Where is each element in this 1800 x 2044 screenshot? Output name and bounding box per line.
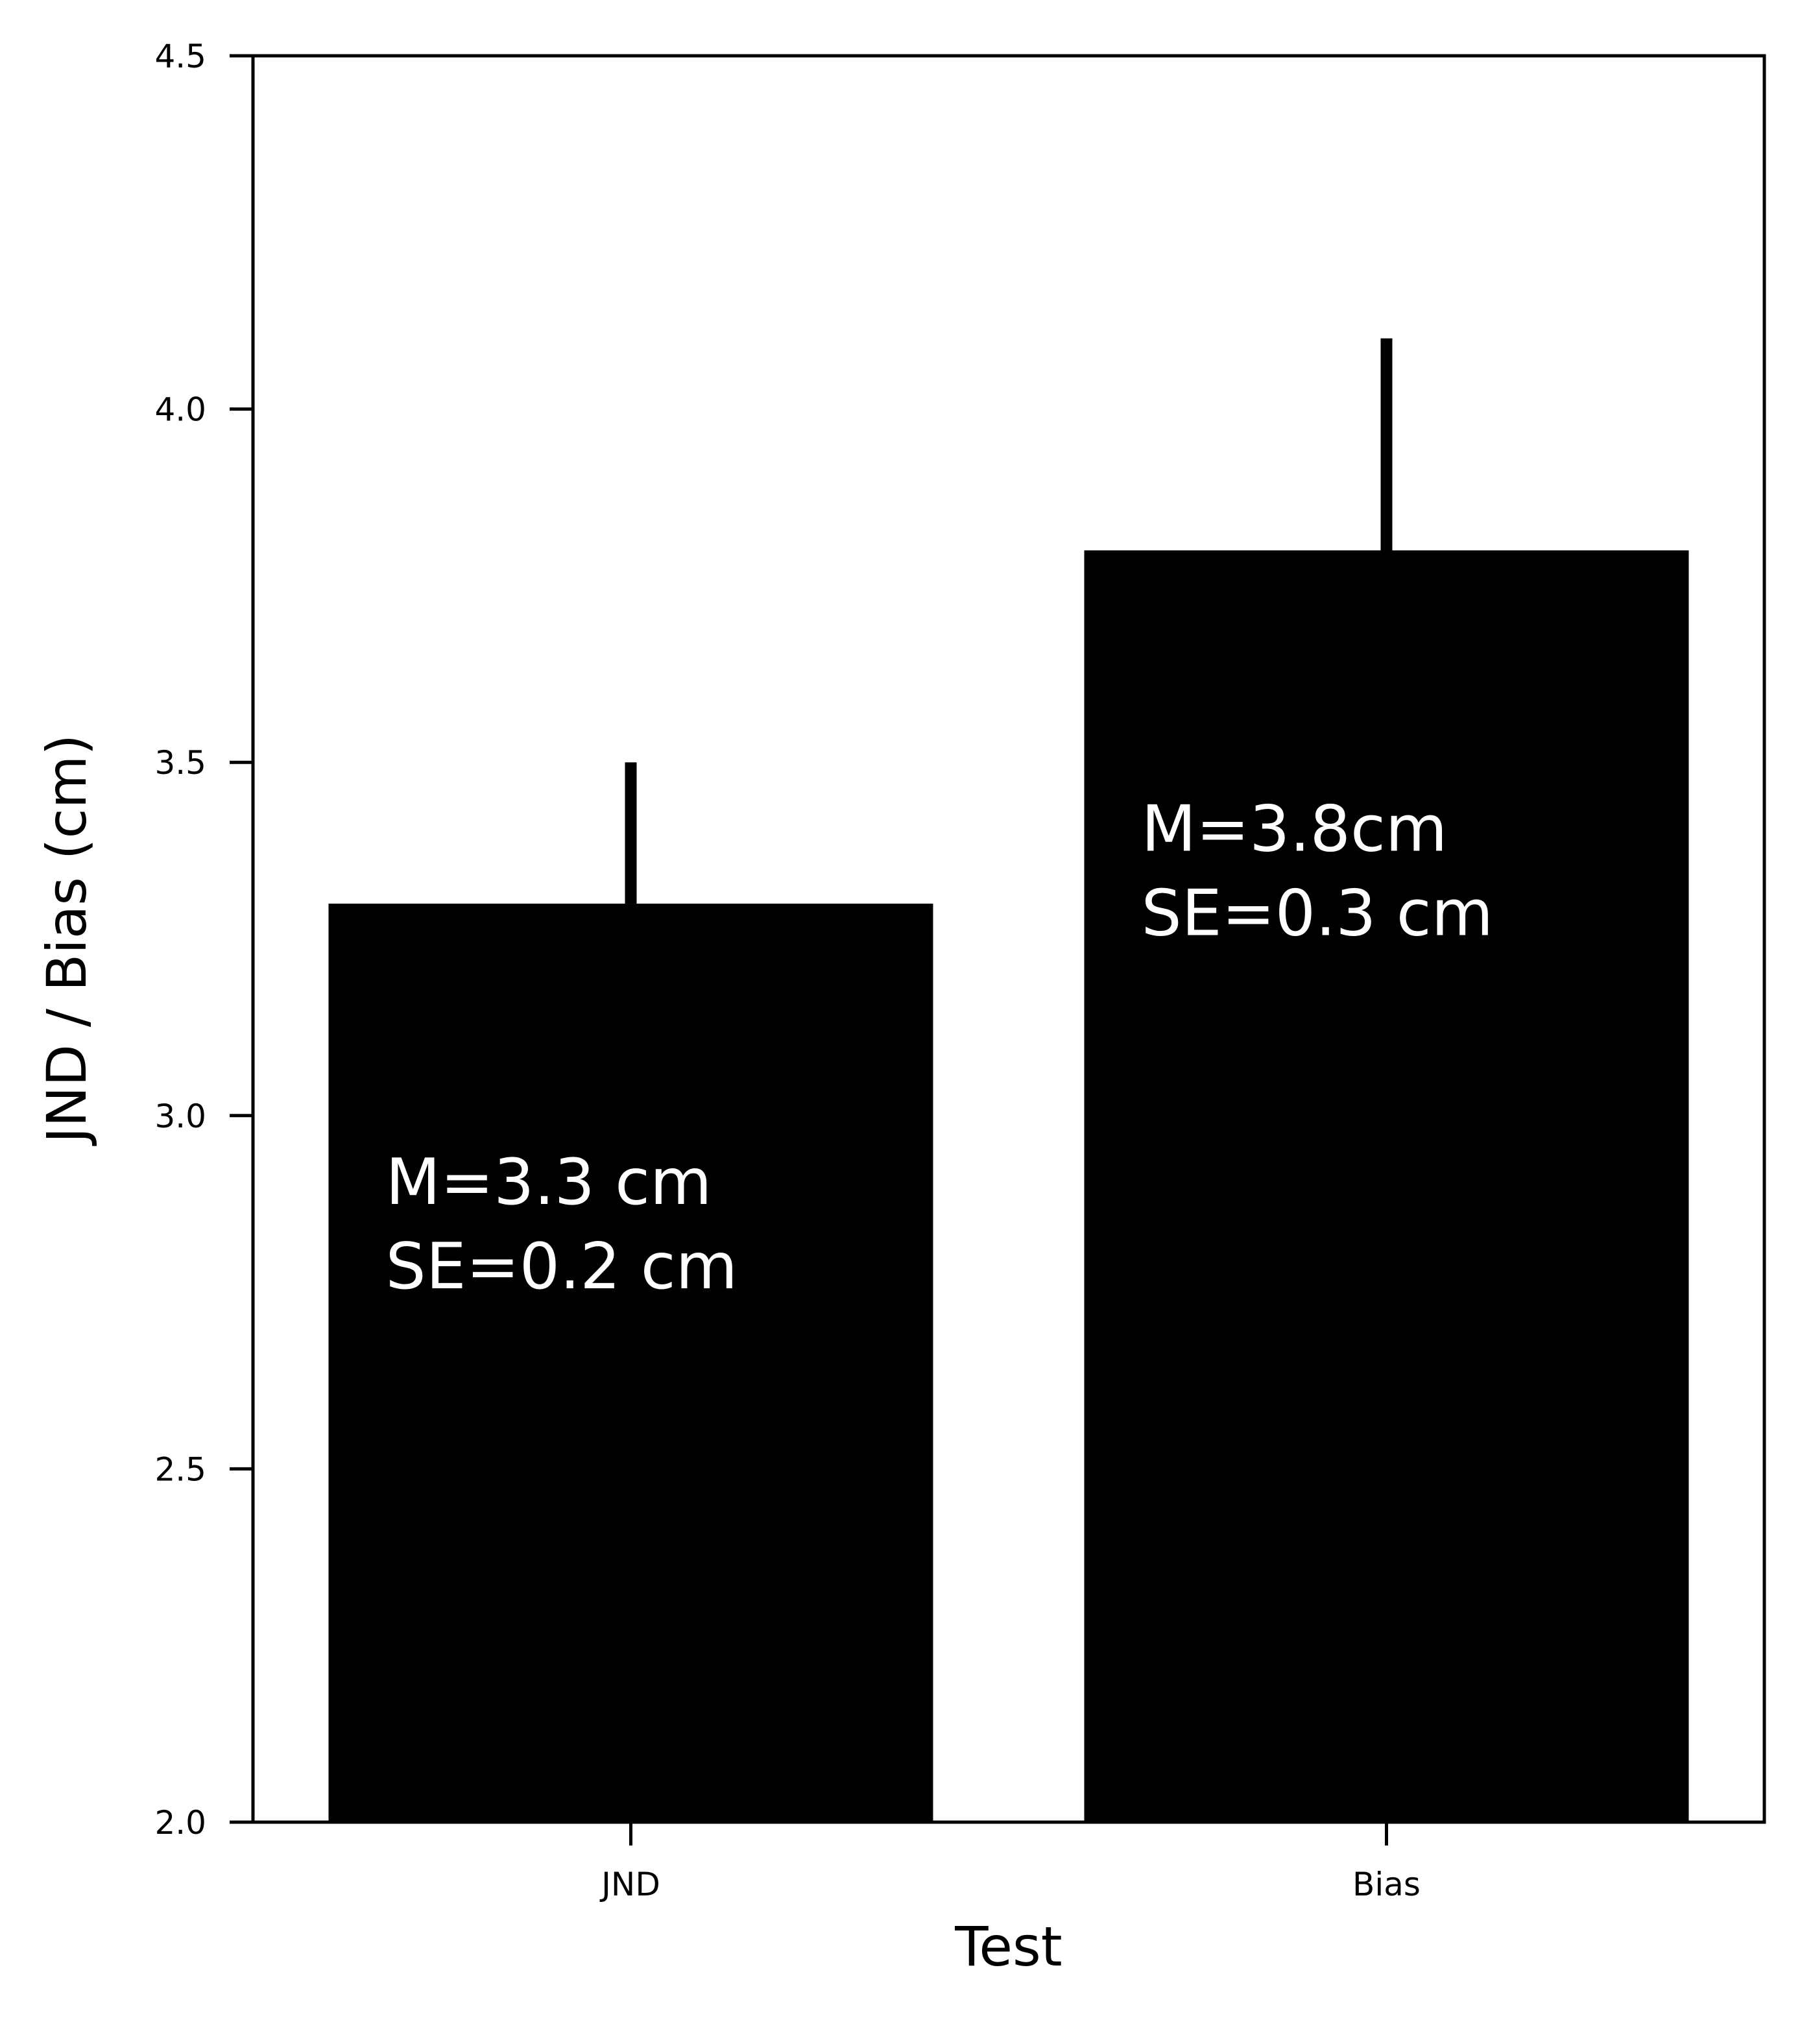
- y-axis-ticks: 2.0 2.5 3.0 3.5 4.0 4.5: [154, 38, 253, 1842]
- y-tick-label: 3.0: [154, 1098, 206, 1135]
- error-bars-layer: [625, 338, 1393, 904]
- plot-frame: [251, 54, 1766, 1824]
- x-tick-label-bias: Bias: [1352, 1866, 1421, 1903]
- y-tick-label: 4.0: [154, 391, 206, 429]
- bar-annotation-jnd-line-2: SE=0.2 cm: [386, 1230, 738, 1304]
- y-tick-label: 3.5: [154, 744, 206, 782]
- bars-layer: [328, 550, 1689, 1823]
- x-axis-ticks: JND Bias: [599, 1822, 1421, 1903]
- y-axis-title: JND / Bias (cm): [35, 734, 99, 1146]
- bar-annotation-jnd-line-1: M=3.3 cm: [386, 1146, 712, 1220]
- bar-annotation-bias-line-1: M=3.8cm: [1142, 792, 1448, 866]
- bar-annotation-bias-line-2: SE=0.3 cm: [1142, 876, 1494, 950]
- x-tick-label-jnd: JND: [599, 1866, 660, 1903]
- bar-bias: [1084, 550, 1689, 1823]
- y-tick-label: 4.5: [154, 38, 206, 75]
- annotations-layer: M=3.3 cm SE=0.2 cm M=3.8cm SE=0.3 cm: [386, 792, 1494, 1304]
- y-tick-label: 2.5: [154, 1450, 206, 1488]
- bar-jnd: [328, 904, 933, 1822]
- y-tick-label: 2.0: [154, 1804, 206, 1842]
- x-axis-title: Test: [954, 1915, 1062, 1978]
